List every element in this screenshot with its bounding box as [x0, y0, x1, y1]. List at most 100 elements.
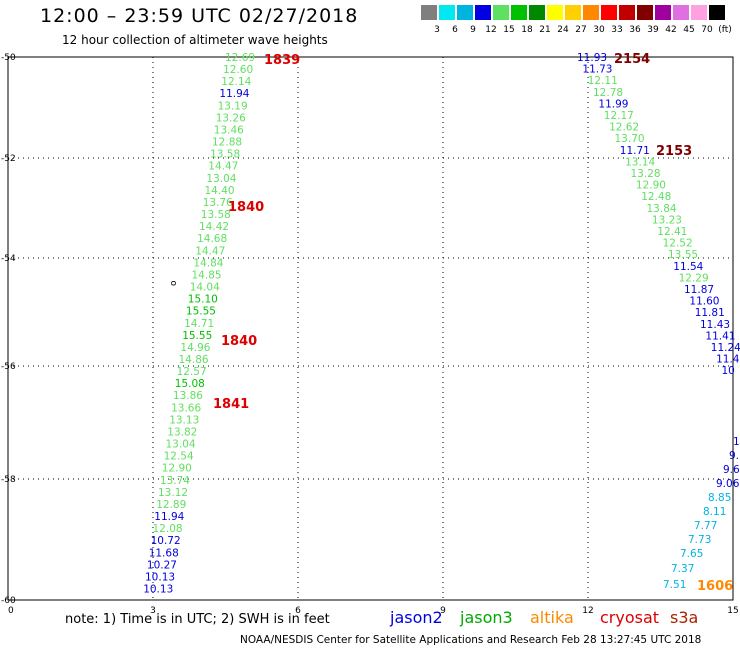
wave-height-value: 12.78: [593, 87, 623, 99]
wave-height-value: 11.43: [700, 319, 730, 331]
wave-height-value: 14.68: [197, 233, 227, 245]
scale-swatch: [691, 5, 707, 20]
scale-label: 6: [452, 25, 458, 35]
map-grid: [8, 57, 733, 600]
wave-height-value: 14.04: [190, 282, 220, 294]
scale-label: 39: [647, 25, 659, 35]
scale-label: 70: [701, 25, 713, 35]
wave-height-value: 7.37: [671, 563, 694, 575]
wave-height-value: 12.69: [225, 52, 255, 64]
scale-label: (ft): [718, 25, 732, 35]
wave-height-value: 11.94: [219, 88, 249, 100]
x-tick-label: 9: [440, 606, 446, 616]
pass-time-labels: 1839 1840 1840 1841 2154 2153 1606: [213, 52, 733, 594]
scale-label: 9: [470, 25, 476, 35]
wave-height-value: 13.66: [171, 402, 201, 414]
wave-height-value: 11.24: [711, 342, 740, 354]
pass-time-label: 1840: [228, 200, 264, 215]
wave-height-value: 12.29: [679, 272, 709, 284]
y-tick-label: -54: [1, 254, 16, 264]
track-marker: o: [169, 280, 179, 286]
wave-height-value: 11.71: [620, 145, 650, 157]
legend-item-jason3: jason3: [460, 608, 513, 627]
wave-height-value: 9.: [729, 450, 739, 462]
wave-height-value: 10: [722, 365, 735, 377]
wave-height-value: 15.08: [175, 378, 205, 390]
wave-height-value: 11.99: [598, 98, 628, 110]
scale-label: 33: [611, 25, 623, 35]
footer-credit: NOAA/NESDIS Center for Satellite Applica…: [240, 634, 702, 646]
wave-height-value: 9.6: [723, 464, 740, 476]
wave-height-value: 13.19: [218, 100, 248, 112]
pass-time-label: 1841: [213, 397, 249, 412]
wave-height-value: 12.90: [162, 463, 192, 475]
map-frame: [7, 56, 734, 601]
wave-height-value: 12.60: [223, 64, 253, 76]
wave-height-value: 12.54: [164, 451, 194, 463]
scale-swatch: [601, 5, 617, 20]
x-tick-label: 12: [582, 606, 593, 616]
wave-height-value: 13.04: [206, 173, 236, 185]
pass-time-label: 1606: [697, 579, 733, 594]
wave-height-value: 14.86: [179, 354, 209, 366]
pass-time-label: 2154: [614, 52, 650, 67]
scale-label: 21: [539, 25, 551, 35]
scale-label: 36: [629, 25, 641, 35]
wave-height-value: 11.68: [149, 547, 179, 559]
x-tick-label: 15: [727, 606, 738, 616]
wave-height-value: 11.54: [673, 261, 703, 273]
wave-height-value: 13.58: [210, 149, 240, 161]
scale-swatch: [655, 5, 671, 20]
wave-height-value: 13.28: [631, 168, 661, 180]
wave-height-value: 15.10: [188, 294, 218, 306]
wave-height-value: 13.55: [668, 249, 698, 261]
page-title: 12:00 – 23:59 UTC 02/27/2018: [40, 5, 359, 27]
wave-height-value: 12.11: [588, 75, 618, 87]
wave-height-value: 13.13: [169, 414, 199, 426]
scale-label: 27: [575, 25, 587, 35]
x-tick-label: 0: [8, 606, 14, 616]
scale-swatch: [511, 5, 527, 20]
wave-height-value: 12.88: [212, 137, 242, 149]
wave-height-value: 12.90: [636, 180, 666, 192]
pass-time-label: 1839: [264, 53, 300, 68]
legend-item-jason2: jason2: [390, 608, 443, 627]
wave-height-value: 10.13: [143, 584, 173, 596]
y-tick-label: -60: [1, 596, 16, 606]
legend-item-altika: altika: [530, 608, 574, 627]
wave-height-value: 12.08: [153, 523, 183, 535]
pass-time-label: 1840: [221, 334, 257, 349]
scale-swatch: [439, 5, 455, 20]
wave-height-value: 14.84: [193, 257, 223, 269]
wave-height-value: 11.73: [582, 64, 612, 76]
axis-ticks: 0 3 6 9 12 15 -50 -52 -54 -56 -58 -60: [1, 53, 739, 616]
scale-label: 3: [434, 25, 440, 35]
wave-height-value: 14.71: [184, 318, 214, 330]
wave-height-value: 8.85: [708, 492, 731, 504]
wave-height-value: 15.55: [186, 306, 216, 318]
wave-height-value: 12.14: [221, 76, 251, 88]
wave-height-value: 13.26: [216, 112, 246, 124]
wave-height-value: 11.87: [684, 284, 714, 296]
scale-label: 15: [503, 25, 515, 35]
scale-label: 30: [593, 25, 605, 35]
wave-height-value: 11.93: [577, 52, 607, 64]
pass-time-label: 2153: [656, 144, 692, 159]
wave-height-value: 12.89: [156, 499, 186, 511]
wave-height-value: 13.14: [625, 156, 655, 168]
wave-height-value: 13.12: [158, 487, 188, 499]
wave-height-value: 7.73: [688, 534, 711, 546]
wave-height-value: 11.81: [695, 307, 725, 319]
wave-height-value: 13.84: [647, 203, 677, 215]
wave-height-value: 12.62: [609, 122, 639, 134]
wave-height-value: 12.41: [657, 226, 687, 238]
wave-height-value: 13.23: [652, 214, 682, 226]
scale-swatch: [583, 5, 599, 20]
wave-height-value: 14.96: [180, 342, 210, 354]
wave-height-value: 7.77: [694, 520, 717, 532]
legend-item-s3a: s3a: [670, 608, 699, 627]
wave-height-value: 7.65: [680, 548, 703, 560]
wave-height-value: 15.55: [182, 330, 212, 342]
wave-height-value: 11.94: [154, 511, 184, 523]
